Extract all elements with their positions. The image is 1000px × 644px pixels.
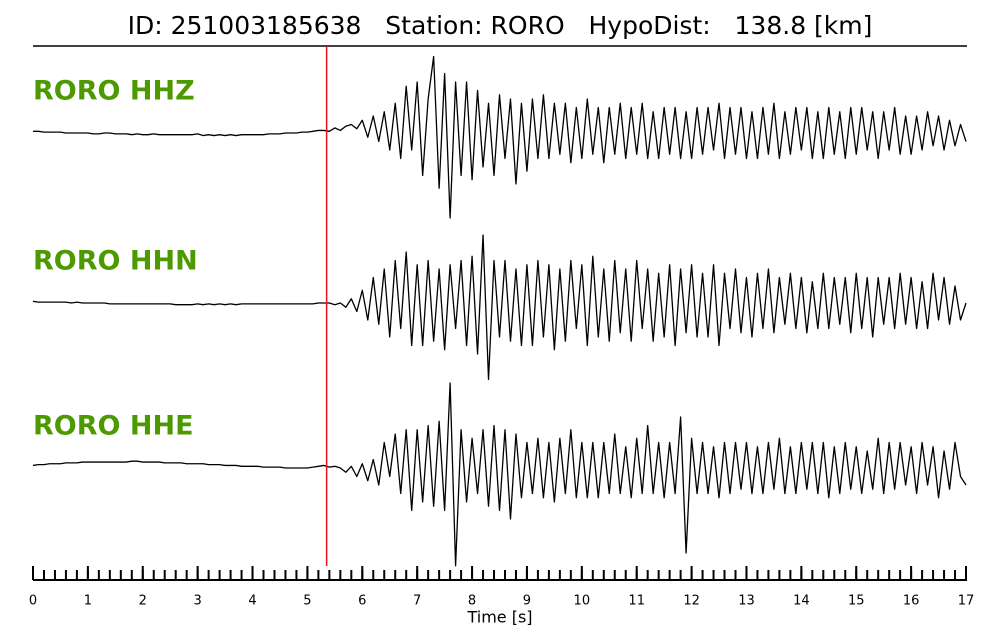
x-tick-label: 11	[628, 594, 645, 609]
x-tick-label: 16	[903, 594, 920, 609]
x-tick-label: 8	[468, 594, 476, 609]
x-tick-label: 6	[358, 594, 366, 609]
x-tick-label: 0	[29, 594, 37, 609]
x-tick-label: 2	[139, 594, 147, 609]
x-tick-label: 12	[683, 594, 700, 609]
trace	[32, 382, 967, 567]
trace	[33, 55, 967, 219]
trace	[32, 234, 967, 381]
x-tick-label: 7	[413, 594, 421, 609]
x-tick-label: 4	[248, 594, 256, 609]
trace-label: RORO HHE	[33, 411, 194, 442]
x-tick-label: 3	[194, 594, 202, 609]
x-tick-label: 5	[303, 594, 311, 609]
chart-title: ID: 251003185638 Station: RORO HypoDist:…	[128, 11, 873, 40]
x-tick-label: 15	[848, 594, 865, 609]
trace-label: RORO HHZ	[33, 76, 195, 107]
x-tick-label: 14	[793, 594, 810, 609]
x-tick-label: 13	[738, 594, 755, 609]
x-tick-label: 10	[574, 594, 591, 609]
x-axis-label: Time [s]	[466, 608, 532, 627]
trace-label: RORO HHN	[33, 246, 198, 277]
x-tick-label: 17	[958, 594, 975, 609]
x-tick-label: 9	[523, 594, 531, 609]
x-tick-label: 1	[84, 594, 92, 609]
